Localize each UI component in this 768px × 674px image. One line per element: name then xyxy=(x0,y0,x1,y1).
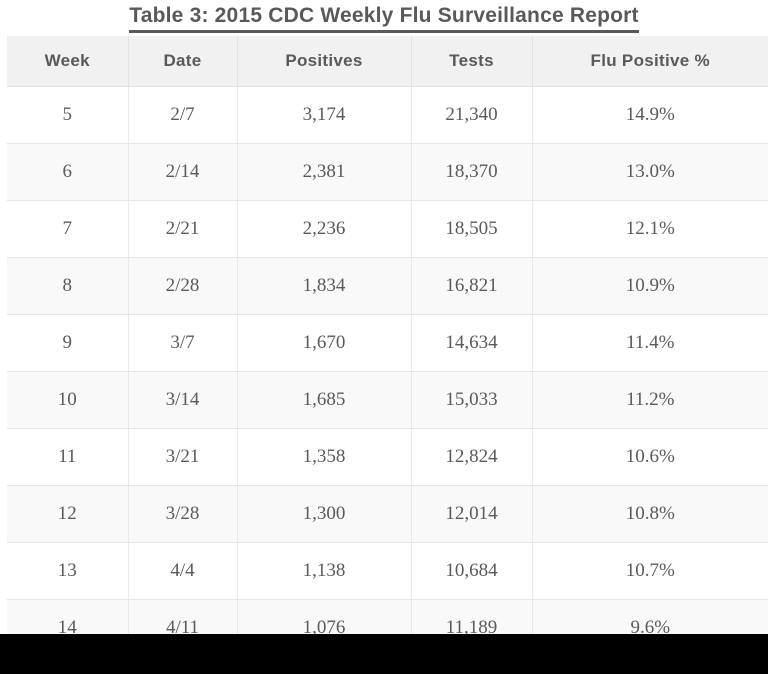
cell-date: 2/14 xyxy=(127,143,237,201)
cell-week: 11 xyxy=(7,428,128,486)
cell-flu-positive-pct: 12.1% xyxy=(531,200,768,258)
cell-date: 3/7 xyxy=(127,314,237,372)
cell-tests: 15,033 xyxy=(410,371,532,429)
cell-week: 10 xyxy=(7,371,128,429)
cell-date: 2/28 xyxy=(127,257,237,315)
cell-date: 2/21 xyxy=(127,200,237,258)
cell-week: 13 xyxy=(7,542,128,600)
table-row: 5 2/7 3,174 21,340 14.9% xyxy=(7,86,768,144)
table-row: 6 2/14 2,381 18,370 13.0% xyxy=(7,143,768,201)
table-row: 11 3/21 1,358 12,824 10.6% xyxy=(7,428,768,486)
cell-date: 3/28 xyxy=(127,485,237,543)
header-cell-date: Date xyxy=(127,36,237,87)
cell-positives: 1,300 xyxy=(236,485,411,543)
cell-week: 12 xyxy=(7,485,128,543)
table-row: 8 2/28 1,834 16,821 10.9% xyxy=(7,257,768,315)
page-title: Table 3: 2015 CDC Weekly Flu Surveillanc… xyxy=(129,3,639,33)
cell-date: 4/4 xyxy=(127,542,237,600)
cell-week: 6 xyxy=(7,143,128,201)
cell-week: 7 xyxy=(7,200,128,258)
bottom-black-bar xyxy=(0,634,768,674)
cell-flu-positive-pct: 10.8% xyxy=(531,485,768,543)
header-cell-flu-positive-pct: Flu Positive % xyxy=(531,36,768,87)
cell-tests: 18,370 xyxy=(410,143,532,201)
cell-date: 3/14 xyxy=(127,371,237,429)
table-row: 9 3/7 1,670 14,634 11.4% xyxy=(7,314,768,372)
cell-positives: 1,358 xyxy=(236,428,411,486)
cell-flu-positive-pct: 13.0% xyxy=(531,143,768,201)
table-row: 12 3/28 1,300 12,014 10.8% xyxy=(7,485,768,543)
cell-week: 9 xyxy=(7,314,128,372)
cell-date: 2/7 xyxy=(127,86,237,144)
cell-positives: 1,138 xyxy=(236,542,411,600)
cell-week: 5 xyxy=(7,86,128,144)
title-area: Table 3: 2015 CDC Weekly Flu Surveillanc… xyxy=(0,0,768,36)
cell-flu-positive-pct: 10.7% xyxy=(531,542,768,600)
cell-flu-positive-pct: 14.9% xyxy=(531,86,768,144)
cell-flu-positive-pct: 11.4% xyxy=(531,314,768,372)
table-row: 13 4/4 1,138 10,684 10.7% xyxy=(7,542,768,600)
cell-tests: 14,634 xyxy=(410,314,532,372)
cell-flu-positive-pct: 10.6% xyxy=(531,428,768,486)
cell-flu-positive-pct: 11.2% xyxy=(531,371,768,429)
cell-tests: 16,821 xyxy=(410,257,532,315)
header-cell-week: Week xyxy=(7,36,128,87)
flu-surveillance-table: Week Date Positives Tests Flu Positive %… xyxy=(7,36,768,656)
table-row: 7 2/21 2,236 18,505 12.1% xyxy=(7,200,768,258)
cell-tests: 21,340 xyxy=(410,86,532,144)
header-cell-tests: Tests xyxy=(410,36,532,87)
cell-positives: 1,685 xyxy=(236,371,411,429)
cell-date: 3/21 xyxy=(127,428,237,486)
cell-positives: 1,670 xyxy=(236,314,411,372)
cell-positives: 3,174 xyxy=(236,86,411,144)
cell-tests: 12,014 xyxy=(410,485,532,543)
cell-week: 8 xyxy=(7,257,128,315)
cell-positives: 2,381 xyxy=(236,143,411,201)
cell-tests: 12,824 xyxy=(410,428,532,486)
table-row: 10 3/14 1,685 15,033 11.2% xyxy=(7,371,768,429)
cell-positives: 1,834 xyxy=(236,257,411,315)
cell-flu-positive-pct: 10.9% xyxy=(531,257,768,315)
cell-positives: 2,236 xyxy=(236,200,411,258)
header-cell-positives: Positives xyxy=(236,36,411,87)
cell-tests: 18,505 xyxy=(410,200,532,258)
header-row: Week Date Positives Tests Flu Positive % xyxy=(7,36,768,87)
cell-tests: 10,684 xyxy=(410,542,532,600)
